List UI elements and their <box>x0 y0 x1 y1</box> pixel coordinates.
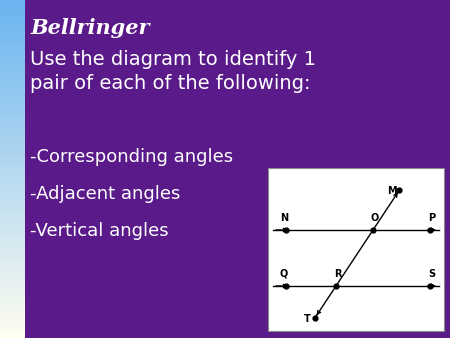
Text: Bellringer: Bellringer <box>30 18 149 38</box>
Text: -Vertical angles: -Vertical angles <box>30 222 169 240</box>
Text: -Adjacent angles: -Adjacent angles <box>30 185 180 203</box>
Text: O: O <box>371 213 379 223</box>
Text: Q: Q <box>280 269 288 279</box>
Text: N: N <box>280 213 288 223</box>
Text: Use the diagram to identify 1
pair of each of the following:: Use the diagram to identify 1 pair of ea… <box>30 50 316 93</box>
Text: R: R <box>334 269 342 279</box>
Bar <box>268 168 444 331</box>
Text: P: P <box>428 213 436 223</box>
Text: S: S <box>428 269 436 279</box>
Text: T: T <box>304 314 310 324</box>
Text: -Corresponding angles: -Corresponding angles <box>30 148 233 166</box>
Text: M: M <box>387 186 396 196</box>
